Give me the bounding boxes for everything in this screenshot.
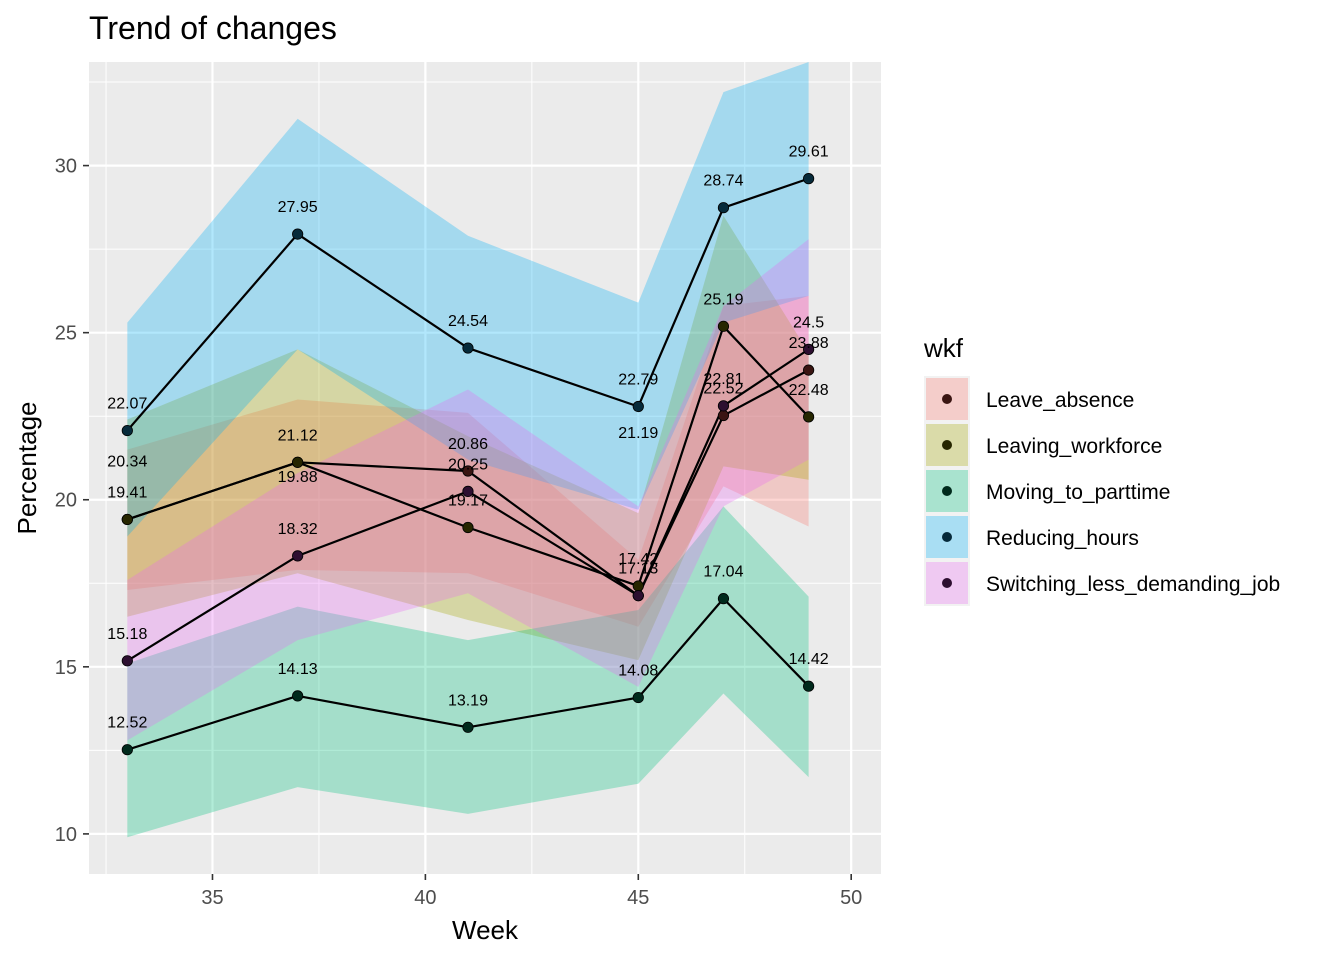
plot-panel	[89, 62, 881, 874]
data-label: 21.19	[618, 425, 658, 442]
data-label: 27.95	[278, 199, 318, 216]
legend-point	[942, 578, 952, 588]
legend-label: Switching_less_demanding_job	[986, 573, 1280, 596]
point-leave-absence	[462, 465, 474, 477]
ribbon-reducing-hours	[127, 62, 809, 537]
point-switching-less-demanding-job	[462, 485, 474, 497]
x-tick-label: 50	[840, 887, 862, 909]
data-label: 23.88	[789, 335, 829, 352]
data-labels: 22.07 20.34 19.41 15.18 12.52 27.95 21.12 19.88…	[107, 144, 828, 732]
data-label: 29.61	[789, 144, 829, 161]
point-moving-to-parttime	[632, 691, 644, 704]
point-switching-less-demanding-job	[121, 655, 133, 667]
point-reducing-hours	[462, 342, 474, 354]
x-axis-title: Week	[452, 915, 519, 945]
y-axis-title: Percentage	[12, 402, 42, 535]
x-tick-label: 35	[201, 887, 223, 909]
point-reducing-hours	[632, 400, 644, 413]
data-label: 12.52	[107, 715, 147, 732]
point-leave-absence	[803, 364, 815, 376]
point-moving-to-parttime	[717, 593, 730, 605]
point-leaving-workforce	[462, 521, 474, 534]
data-label: 20.86	[448, 436, 488, 453]
y-tick-label: 20	[55, 490, 77, 512]
point-moving-to-parttime	[462, 721, 474, 733]
data-label: 14.13	[278, 661, 318, 678]
legend-label: Leaving_workforce	[986, 435, 1162, 458]
data-label: 20.34	[107, 453, 147, 470]
data-label: 19.41	[107, 484, 147, 501]
series-points	[121, 173, 815, 756]
x-tick-label: 40	[414, 887, 436, 909]
point-switching-less-demanding-job	[292, 550, 304, 562]
point-switching-less-demanding-job	[803, 343, 815, 355]
line-leaving-workforce	[126, 325, 810, 588]
data-label: 18.32	[278, 521, 318, 538]
series-lines	[126, 177, 810, 751]
data-label: 22.52	[703, 381, 743, 398]
data-label: 15.18	[107, 626, 147, 643]
legend: wkf Leave_absence Leaving_workforce Moving…	[923, 333, 1280, 606]
point-reducing-hours	[803, 173, 815, 185]
legend-point	[942, 394, 952, 404]
point-reducing-hours	[717, 202, 730, 214]
point-leave-absence	[717, 409, 730, 422]
data-label: 21.12	[278, 427, 318, 444]
point-leaving-workforce	[717, 320, 730, 332]
x-axis: 35 40 45 50	[201, 874, 862, 909]
data-label: 22.48	[789, 382, 829, 399]
legend-point	[942, 486, 952, 496]
data-label: 17.04	[703, 564, 743, 581]
point-leaving-workforce	[121, 513, 133, 526]
x-tick-label: 45	[627, 887, 649, 909]
point-switching-less-demanding-job	[717, 400, 730, 412]
point-leaving-workforce	[292, 456, 304, 468]
y-tick-label: 10	[55, 824, 77, 846]
point-leaving-workforce	[632, 580, 644, 592]
legend-point	[942, 440, 952, 450]
data-label: 14.42	[789, 651, 829, 668]
legend-title: wkf	[923, 333, 964, 363]
point-switching-less-demanding-job	[632, 590, 644, 602]
legend-label: Moving_to_parttime	[986, 481, 1170, 504]
line-reducing-hours	[126, 177, 809, 432]
data-label: 19.17	[448, 492, 488, 509]
y-tick-label: 30	[55, 156, 77, 178]
data-label: 24.5	[793, 314, 824, 331]
point-leaving-workforce	[803, 411, 815, 423]
legend-label: Reducing_hours	[986, 527, 1139, 550]
ribbon-leaving-workforce	[127, 215, 809, 661]
legend-label: Leave_absence	[986, 389, 1134, 412]
data-label: 20.25	[448, 456, 488, 473]
ribbon-leave-absence	[127, 295, 809, 627]
point-moving-to-parttime	[292, 690, 304, 702]
data-label: 17.42	[618, 551, 658, 568]
data-label: 28.74	[703, 173, 743, 190]
legend-point	[942, 532, 952, 542]
point-moving-to-parttime	[803, 680, 815, 692]
point-reducing-hours	[292, 228, 304, 240]
data-label: 22.81	[703, 371, 743, 388]
data-label: 25.19	[703, 291, 743, 308]
grid-minor	[89, 62, 881, 874]
y-tick-label: 15	[55, 657, 77, 679]
data-label: 14.08	[618, 663, 658, 680]
chart-title: Trend of changes	[89, 10, 337, 46]
data-label: 13.19	[448, 692, 488, 709]
y-axis: 10 15 20 25 30	[55, 156, 89, 846]
data-label: 19.88	[278, 469, 318, 486]
point-reducing-hours	[121, 424, 133, 437]
data-label: 22.79	[618, 372, 658, 389]
ribbon-moving-to-parttime	[127, 506, 809, 838]
y-tick-label: 25	[55, 323, 77, 345]
data-label: 22.07	[107, 396, 147, 413]
line-switching-less-demanding-job	[126, 348, 810, 662]
data-label: 24.54	[448, 313, 488, 330]
point-moving-to-parttime	[121, 744, 133, 756]
line-moving-to-parttime	[126, 597, 810, 751]
data-label: 17.13	[618, 561, 658, 578]
